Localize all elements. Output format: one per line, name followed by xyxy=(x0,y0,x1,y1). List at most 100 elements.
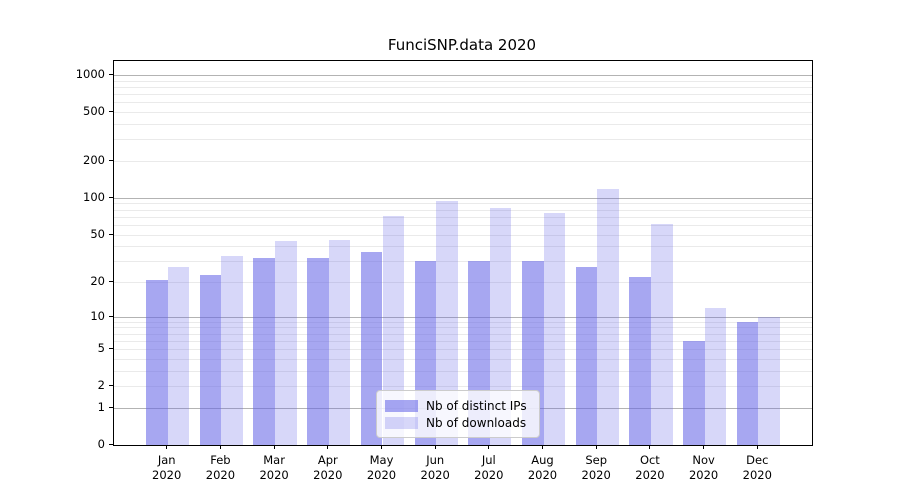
y-tick-label-1: 1 xyxy=(97,399,105,414)
gridline-major-1000 xyxy=(114,75,812,76)
x-tick-label-sep: Sep 2020 xyxy=(581,453,611,482)
y-tick-label-2: 2 xyxy=(97,378,105,393)
gridline-minor-600 xyxy=(114,102,812,104)
bar-downloads-dec xyxy=(758,316,780,445)
bar-distinct-ips-jan xyxy=(146,279,168,445)
gridline-minor-30 xyxy=(114,261,812,263)
x-tick-feb xyxy=(219,445,221,449)
y-tick-label-5: 5 xyxy=(97,341,105,356)
y-tick-2 xyxy=(109,385,113,387)
x-tick-sep xyxy=(595,445,597,449)
x-tick-label-jan: Jan 2020 xyxy=(152,453,182,482)
x-tick-label-may: May 2020 xyxy=(366,453,397,482)
x-tick-aug xyxy=(542,445,543,449)
y-tick-50 xyxy=(109,233,113,235)
gridline-minor-60 xyxy=(114,224,812,226)
gridline-minor-80 xyxy=(114,209,812,211)
bar-downloads-sep xyxy=(597,189,619,445)
x-tick-label-dec: Dec 2020 xyxy=(742,453,772,482)
bar-downloads-jan xyxy=(167,266,190,445)
bar-downloads-oct xyxy=(650,224,673,445)
gridline-minor-900 xyxy=(114,80,812,82)
gridline-major-100 xyxy=(114,197,812,199)
x-tick-label-aug: Aug 2020 xyxy=(527,453,558,482)
x-tick-label-nov: Nov 2020 xyxy=(688,453,719,482)
x-tick-apr xyxy=(327,445,329,449)
y-tick-100 xyxy=(109,196,113,198)
x-tick-jun xyxy=(434,445,436,449)
bar-downloads-may xyxy=(382,216,405,445)
y-tick-0 xyxy=(109,444,113,445)
gridline-minor-700 xyxy=(114,94,812,96)
y-tick-1000 xyxy=(109,74,113,75)
legend-swatch-distinct-ips xyxy=(385,399,418,412)
x-tick-jan xyxy=(166,445,168,449)
bar-downloads-feb xyxy=(221,256,244,445)
gridline-minor-70 xyxy=(114,216,812,218)
gridline-minor-20 xyxy=(114,282,812,283)
y-tick-1 xyxy=(109,406,113,408)
y-tick-label-100: 100 xyxy=(83,189,105,204)
y-tick-200 xyxy=(109,160,113,161)
legend-item-distinct-ips: Nb of distinct IPs xyxy=(385,397,527,414)
gridline-minor-90 xyxy=(114,203,812,205)
x-tick-oct xyxy=(649,445,651,449)
y-tick-label-0: 0 xyxy=(97,437,105,451)
gridline-minor-9 xyxy=(114,321,812,323)
gridline-minor-200 xyxy=(114,161,812,162)
gridline-minor-500 xyxy=(114,112,812,114)
gridline-minor-8 xyxy=(114,327,812,329)
legend-label-distinct-ips: Nb of distinct IPs xyxy=(426,398,527,413)
y-tick-label-200: 200 xyxy=(83,153,105,167)
bar-downloads-jun xyxy=(436,200,458,445)
chart-title: FunciSNP.data 2020 xyxy=(387,36,537,54)
bar-downloads-mar xyxy=(275,241,297,445)
bar-downloads-aug xyxy=(543,213,566,445)
y-tick-label-500: 500 xyxy=(83,104,105,119)
gridline-minor-50 xyxy=(114,234,812,236)
gridline-minor-7 xyxy=(114,333,812,335)
gridline-major-10 xyxy=(114,316,812,318)
bar-distinct-ips-sep xyxy=(575,266,598,445)
x-tick-label-mar: Mar 2020 xyxy=(259,453,289,482)
x-tick-dec xyxy=(756,445,758,449)
x-tick-label-jul: Jul 2020 xyxy=(474,453,504,482)
gridline-minor-2 xyxy=(114,386,812,388)
y-tick-5 xyxy=(109,348,113,350)
y-tick-label-10: 10 xyxy=(90,308,105,323)
bar-distinct-ips-mar xyxy=(253,257,276,445)
gridline-minor-5 xyxy=(114,349,812,351)
bar-downloads-jul xyxy=(489,207,512,445)
x-tick-label-oct: Oct 2020 xyxy=(635,453,665,482)
y-tick-label-20: 20 xyxy=(90,274,105,288)
x-tick-nov xyxy=(703,445,705,449)
x-tick-may xyxy=(381,445,382,449)
legend-swatch-downloads xyxy=(385,416,418,429)
gridline-minor-300 xyxy=(114,139,812,141)
bar-distinct-ips-dec xyxy=(736,321,759,445)
gridline-minor-4 xyxy=(114,358,812,360)
gridline-minor-6 xyxy=(114,340,812,342)
gridline-minor-40 xyxy=(114,246,812,248)
bar-distinct-ips-feb xyxy=(199,274,222,445)
legend-label-downloads: Nb of downloads xyxy=(426,415,527,430)
gridline-minor-400 xyxy=(114,124,812,125)
y-tick-label-50: 50 xyxy=(90,226,105,241)
gridline-minor-800 xyxy=(114,87,812,88)
bar-distinct-ips-oct xyxy=(629,277,651,445)
bar-downloads-apr xyxy=(328,240,351,445)
gridline-minor-3 xyxy=(114,370,812,372)
plot-area xyxy=(113,60,813,446)
bar-distinct-ips-apr xyxy=(307,257,329,445)
bar-distinct-ips-nov xyxy=(682,340,705,445)
legend-item-downloads: Nb of downloads xyxy=(385,414,527,431)
x-tick-label-feb: Feb 2020 xyxy=(205,453,236,482)
y-tick-20 xyxy=(109,281,113,282)
x-tick-jul xyxy=(488,445,490,449)
y-tick-10 xyxy=(109,315,113,317)
x-tick-label-apr: Apr 2020 xyxy=(313,453,343,482)
y-tick-label-1000: 1000 xyxy=(75,67,105,81)
bar-downloads-nov xyxy=(704,307,727,445)
x-tick-label-jun: Jun 2020 xyxy=(420,453,450,482)
